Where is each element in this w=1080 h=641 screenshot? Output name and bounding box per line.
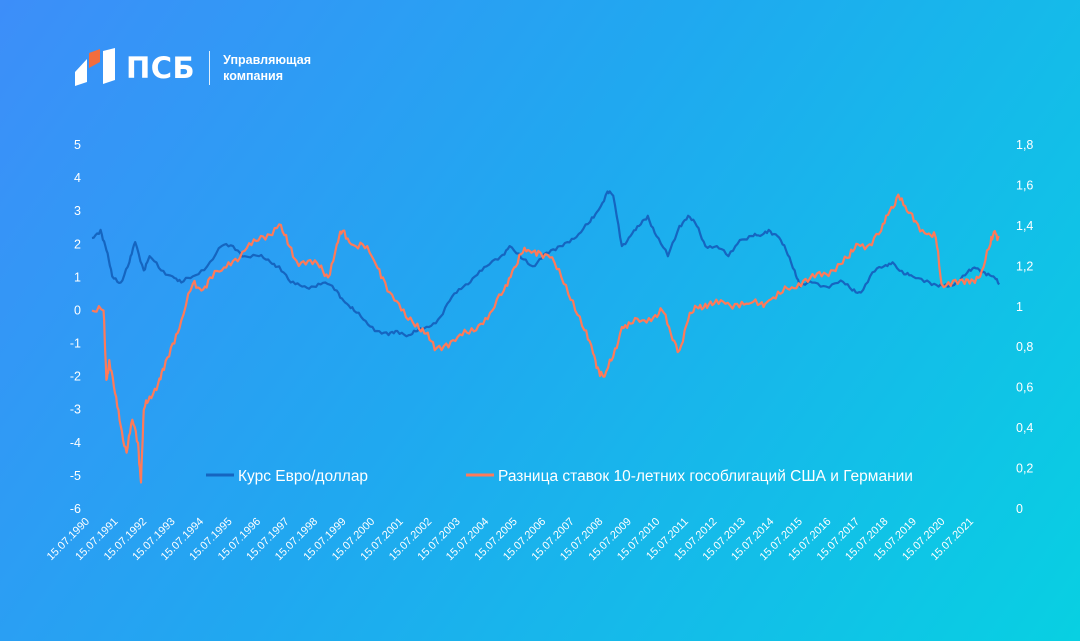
series-lines xyxy=(91,190,1001,484)
right-axis-tick-label: 0 xyxy=(1016,502,1023,516)
right-axis-tick-label: 0,8 xyxy=(1016,340,1033,354)
left-axis-tick-label: -3 xyxy=(70,403,81,417)
right-axis-tick-label: 1,8 xyxy=(1016,138,1033,152)
left-axis-tick-label: 3 xyxy=(74,204,81,218)
left-axis-tick-label: 0 xyxy=(74,303,81,317)
series-line-2 xyxy=(91,193,1000,484)
left-axis-tick-label: -6 xyxy=(70,502,81,516)
right-axis-tick-label: 0,6 xyxy=(1016,381,1033,395)
left-axis-tick-label: 4 xyxy=(74,171,81,185)
left-axis-tick-label: -1 xyxy=(70,337,81,351)
legend-label-2: Разница ставок 10-летних гособлигаций СШ… xyxy=(498,468,913,485)
right-axis-tick-label: 1,4 xyxy=(1016,219,1033,233)
legend-label-1: Курс Евро/доллар xyxy=(238,468,368,485)
brand-caption: Управляющая компания xyxy=(223,52,333,84)
legend: Курс Евро/доллар Разница ставок 10-летних… xyxy=(206,468,913,485)
right-axis-tick-label: 0,2 xyxy=(1016,462,1033,476)
series-line-1 xyxy=(91,190,1001,338)
logo-divider xyxy=(209,51,211,85)
left-axis-tick-label: 1 xyxy=(74,270,81,284)
left-axis-tick-label: 2 xyxy=(74,237,81,251)
right-axis-tick-label: 1 xyxy=(1016,300,1023,314)
x-axis: 15.07.199015.07.199115.07.199215.07.1993… xyxy=(45,516,976,563)
brand-name: ПСБ xyxy=(126,51,196,85)
left-y-axis: 5 4 3 2 1 0 -1 -2 -3 -4 -5 -6 xyxy=(70,138,81,516)
brand-caption-line-2: компания xyxy=(223,69,284,83)
right-axis-tick-label: 1,6 xyxy=(1016,178,1033,192)
psb-logo-icon xyxy=(75,48,115,86)
brand-caption-line-1: Управляющая xyxy=(223,53,311,67)
left-axis-tick-label: -5 xyxy=(70,469,81,483)
left-axis-tick-label: 5 xyxy=(74,138,81,152)
right-axis-tick-label: 0,4 xyxy=(1016,421,1033,435)
right-y-axis: 1,8 1,6 1,4 1,2 1 0,8 0,6 0,4 0,2 0 xyxy=(1016,138,1033,516)
left-axis-tick-label: -2 xyxy=(70,370,81,384)
company-logo: ПСБ Управляющая компания xyxy=(74,48,333,88)
right-axis-tick-label: 1,2 xyxy=(1016,259,1033,273)
left-axis-tick-label: -4 xyxy=(70,436,81,450)
